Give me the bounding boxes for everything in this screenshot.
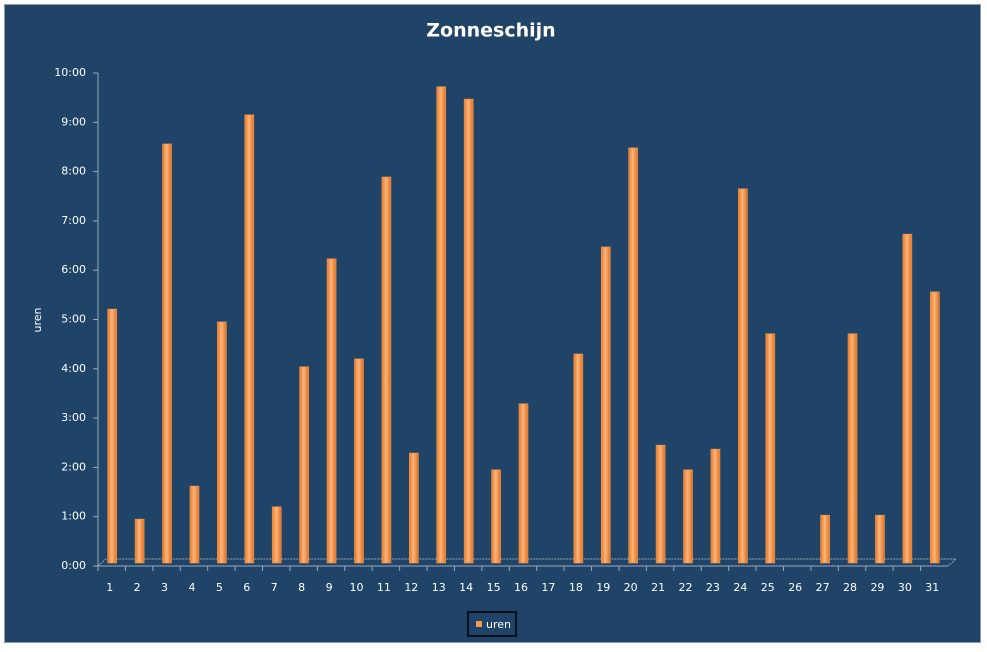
bar [134, 518, 145, 564]
x-tick-label: 17 [541, 581, 555, 594]
bar [271, 506, 282, 564]
bar [244, 114, 255, 564]
bar [820, 514, 830, 564]
bar [436, 86, 447, 564]
y-tick-label: 4:00 [61, 362, 86, 375]
y-tick-label: 2:00 [61, 460, 86, 473]
bar [683, 469, 693, 564]
y-tick-label: 0:00 [61, 559, 86, 572]
x-tick-label: 15 [487, 581, 501, 594]
bar [738, 188, 748, 564]
x-tick-label: 13 [432, 581, 446, 594]
bar [299, 366, 309, 564]
bar [491, 469, 501, 564]
y-tick-label: 8:00 [61, 165, 86, 178]
bar [573, 353, 584, 564]
x-tick-label: 27 [816, 581, 830, 594]
y-tick-label: 7:00 [61, 214, 86, 227]
x-tick-label: 3 [161, 581, 168, 594]
bar [929, 291, 940, 564]
bar [409, 452, 419, 564]
y-tick-label: 6:00 [61, 263, 86, 276]
bar [902, 233, 913, 564]
x-tick-label: 11 [377, 581, 391, 594]
x-tick-label: 30 [898, 581, 912, 594]
y-axis-label: uren [31, 307, 44, 332]
legend [467, 611, 517, 637]
x-tick-label: 4 [188, 581, 195, 594]
x-tick-label: 22 [679, 581, 693, 594]
y-tick-label: 9:00 [61, 115, 86, 128]
bar [217, 321, 227, 564]
x-tick-label: 25 [761, 581, 775, 594]
x-tick-label: 24 [733, 581, 747, 594]
legend-label: uren [486, 618, 511, 631]
bar [463, 98, 474, 564]
x-tick-label: 10 [349, 581, 363, 594]
bar [847, 333, 858, 564]
x-tick-label: 18 [569, 581, 583, 594]
bar [354, 358, 364, 564]
chart-title: Zonneschijn [426, 20, 555, 42]
x-tick-label: 5 [216, 581, 223, 594]
x-tick-label: 19 [596, 581, 610, 594]
x-tick-label: 6 [243, 581, 250, 594]
bar [107, 308, 118, 564]
bar [710, 448, 721, 564]
y-tick-label: 3:00 [61, 411, 86, 424]
y-tick-label: 10:00 [54, 66, 86, 79]
x-tick-label: 28 [843, 581, 857, 594]
x-tick-label: 2 [134, 581, 141, 594]
bar [875, 514, 885, 564]
x-tick-label: 14 [459, 581, 473, 594]
bar [162, 143, 172, 564]
x-tick-label: 7 [271, 581, 278, 594]
x-tick-label: 21 [651, 581, 665, 594]
x-tick-label: 12 [404, 581, 418, 594]
x-tick-label: 23 [706, 581, 720, 594]
bar [628, 147, 638, 564]
floor [97, 558, 958, 567]
bar [518, 403, 529, 564]
y-tick-label: 1:00 [61, 510, 86, 523]
x-tick-label: 26 [788, 581, 802, 594]
y-tick-label: 5:00 [61, 313, 86, 326]
bar [189, 485, 200, 564]
x-tick-label: 31 [925, 581, 939, 594]
x-tick-label: 8 [298, 581, 305, 594]
bar [381, 176, 392, 564]
x-tick-label: 9 [326, 581, 333, 594]
x-tick-label: 1 [106, 581, 113, 594]
bar [326, 258, 337, 564]
bar [655, 444, 666, 564]
x-tick-label: 20 [624, 581, 638, 594]
x-tick-label: 29 [870, 581, 884, 594]
x-tick-label: 16 [514, 581, 528, 594]
legend-swatch [476, 621, 482, 627]
bar [765, 333, 776, 564]
bar [600, 246, 611, 564]
